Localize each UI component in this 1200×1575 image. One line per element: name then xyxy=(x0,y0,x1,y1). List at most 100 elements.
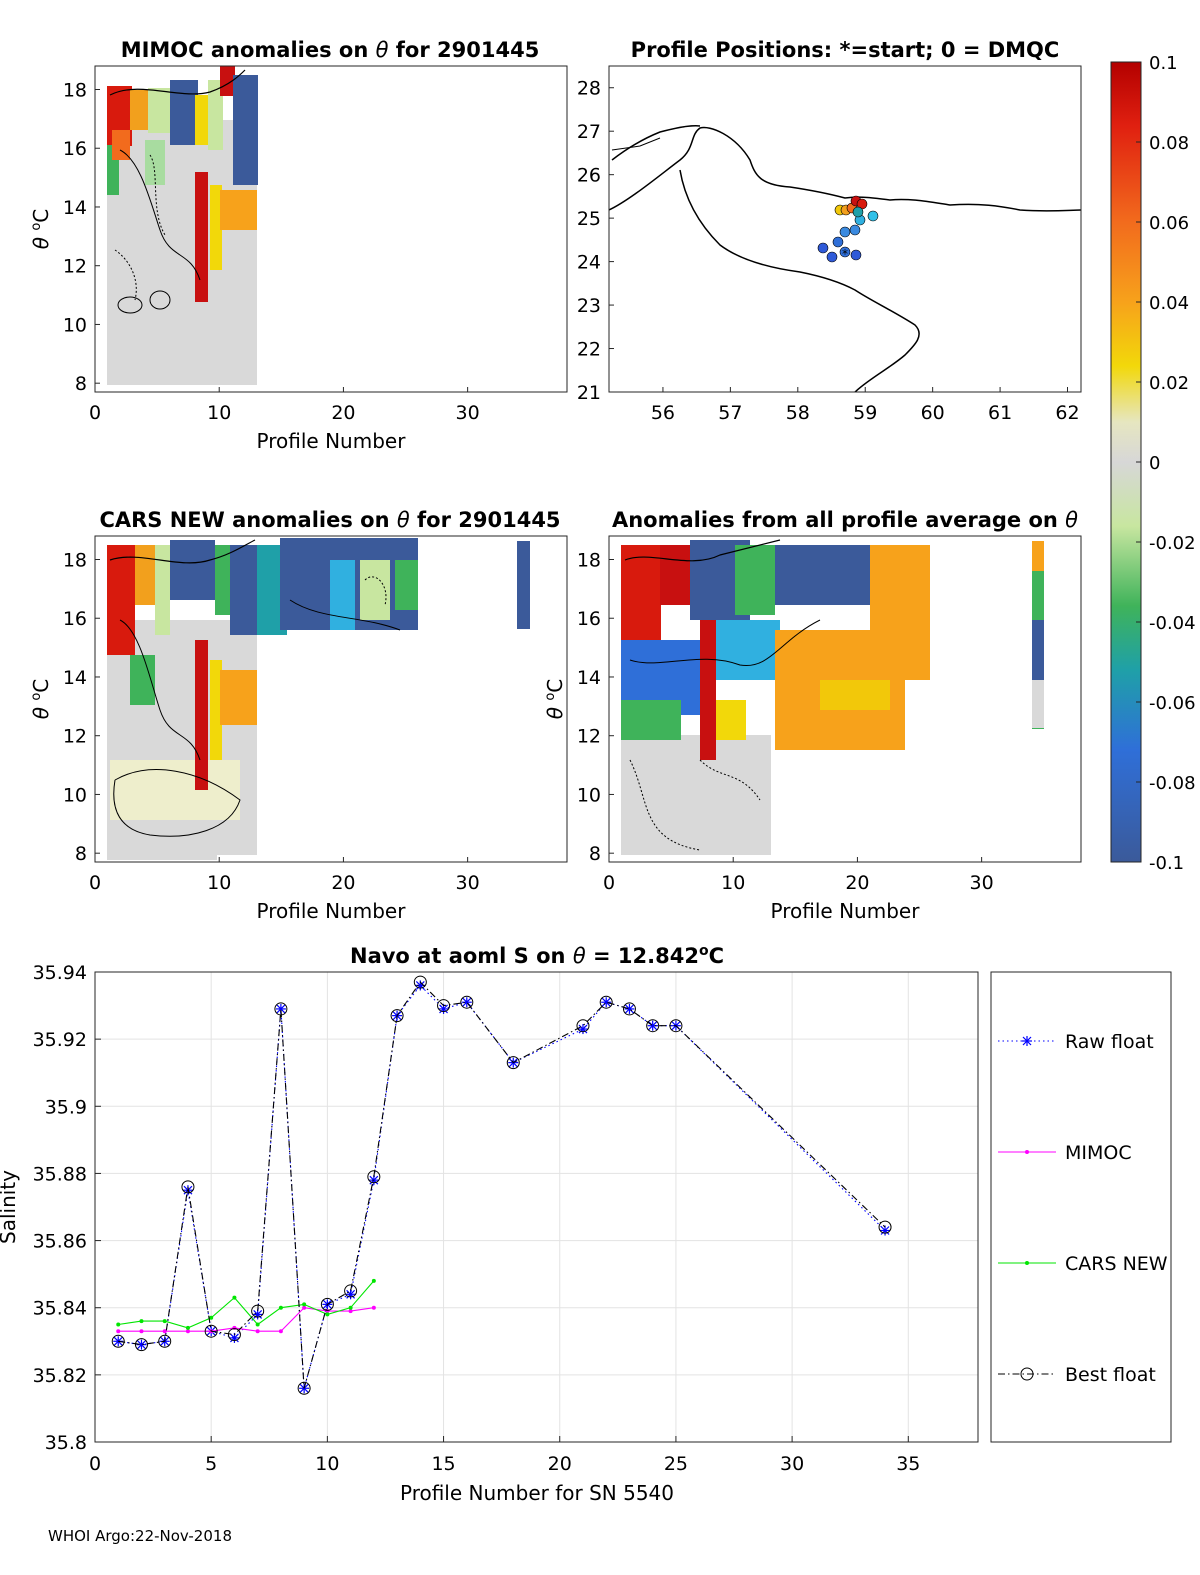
series-mimoc xyxy=(116,1305,376,1334)
colorbar-tick-label: -0.02 xyxy=(1149,533,1196,554)
colorbar-tick-label: 0.02 xyxy=(1149,373,1189,394)
positions-ytick-label: 28 xyxy=(577,78,601,100)
cars-ytick-label: 12 xyxy=(63,726,87,748)
coastline-map xyxy=(609,125,1081,392)
legend-entry-raw-float: Raw float xyxy=(998,1031,1154,1053)
point-best-float xyxy=(111,1334,125,1348)
allavg-ytick-label: 12 xyxy=(577,726,601,748)
point-mimoc xyxy=(348,1309,353,1314)
point-cars-new xyxy=(325,1312,330,1317)
salinity-series xyxy=(111,975,892,1395)
point-cars-new xyxy=(302,1302,307,1307)
colorbar-tick-label: 0.08 xyxy=(1149,133,1189,154)
colorbar-tick-label: -0.06 xyxy=(1149,693,1196,714)
positions-ytick-label: 24 xyxy=(577,252,601,274)
mimoc-ytick-label: 14 xyxy=(63,197,87,219)
mimoc-title: MIMOC anomalies on θ for 2901445 xyxy=(121,38,540,62)
cars-anomaly-field xyxy=(107,538,530,860)
point-cars-new xyxy=(255,1322,260,1327)
point-raw-float xyxy=(368,1175,379,1186)
colorbar-ticks: 0.1 0.08 0.06 0.04 0.02 0 -0.02 -0.04 -0.06 -0.08… xyxy=(1136,53,1196,874)
point-mimoc xyxy=(302,1305,307,1310)
mimoc-anomaly-field xyxy=(107,66,258,385)
point-raw-float xyxy=(647,1020,658,1031)
salinity-grid xyxy=(94,971,978,1443)
positions-xtick-label: 56 xyxy=(651,402,675,424)
salinity-xtick-label: 30 xyxy=(780,1453,804,1475)
cars-xtick-label: 0 xyxy=(89,872,101,894)
positions-axes-box xyxy=(608,65,1082,393)
positions-xtick-label: 58 xyxy=(786,402,810,424)
point-cars-new xyxy=(278,1305,283,1310)
point-best-float xyxy=(506,1056,520,1070)
mimoc-xtick-label: 20 xyxy=(331,402,355,424)
cars-ytick-label: 16 xyxy=(63,608,87,630)
point-mimoc xyxy=(162,1329,167,1334)
cars-xtick-label: 10 xyxy=(207,872,231,894)
allavg-ylabel: θ oC xyxy=(543,679,567,720)
colorbar-tick-label: 0.04 xyxy=(1149,293,1189,314)
colorbar-tick-label: -0.1 xyxy=(1149,853,1184,874)
positions-panel: * Profile Positions: *=start; 0 = DMQC 5… xyxy=(577,38,1082,424)
positions-ytick-label: 26 xyxy=(577,165,601,187)
point-best-float xyxy=(367,1170,381,1184)
point-best-float xyxy=(227,1328,241,1342)
point-best-float xyxy=(437,999,451,1013)
point-raw-float xyxy=(252,1309,263,1320)
cars-axes-box xyxy=(94,535,568,863)
colorbar-tick-label: 0.06 xyxy=(1149,213,1189,234)
cars-xlabel: Profile Number xyxy=(257,899,407,923)
positions-ytick-label: 22 xyxy=(577,339,601,361)
positions-ytick-label: 27 xyxy=(577,121,601,143)
point-best-float xyxy=(599,995,613,1009)
point-mimoc xyxy=(185,1329,190,1334)
allavg-y-ticks: 8 10 12 14 16 18 xyxy=(577,549,614,865)
point-raw-float xyxy=(345,1289,356,1300)
salinity-axes-box xyxy=(94,971,979,1443)
salinity-ytick-label: 35.92 xyxy=(33,1029,87,1051)
point-best-float xyxy=(251,1304,265,1318)
point-best-float xyxy=(344,1284,358,1298)
salinity-xtick-label: 25 xyxy=(664,1453,688,1475)
colorbar-tick-label: 0 xyxy=(1149,453,1160,474)
salinity-ytick-label: 35.88 xyxy=(33,1163,87,1185)
salinity-xtick-label: 5 xyxy=(205,1453,217,1475)
profile-position-markers: * xyxy=(817,195,879,263)
series-cars-new xyxy=(116,1278,376,1330)
series-line-mimoc xyxy=(118,1307,374,1332)
salinity-xtick-label: 15 xyxy=(431,1453,455,1475)
allavg-ytick-label: 14 xyxy=(577,667,601,689)
salinity-title: Navo at aoml S on θ = 12.842oC xyxy=(350,943,724,968)
allavg-panel: Anomalies from all profile average on θ … xyxy=(543,508,1082,923)
mimoc-ytick-label: 10 xyxy=(63,314,87,336)
point-best-float xyxy=(204,1324,218,1338)
legend-label-best-float: Best float xyxy=(1065,1364,1156,1386)
salinity-x-ticks: 0 5 10 15 20 25 30 35 xyxy=(89,1436,920,1475)
mimoc-xtick-label: 10 xyxy=(207,402,231,424)
point-raw-float xyxy=(601,997,612,1008)
legend-marker-raw-float xyxy=(1022,1036,1032,1046)
salinity-ytick-label: 35.9 xyxy=(45,1096,87,1118)
svg-text:*: * xyxy=(842,247,848,261)
cars-ytick-label: 14 xyxy=(63,667,87,689)
allavg-anomaly-field xyxy=(621,539,1044,855)
allavg-title: Anomalies from all profile average on θ xyxy=(612,508,1078,532)
salinity-xtick-label: 20 xyxy=(548,1453,572,1475)
point-mimoc xyxy=(139,1329,144,1334)
allavg-ytick-label: 10 xyxy=(577,784,601,806)
legend-entry-best-float: Best float xyxy=(998,1364,1156,1386)
positions-x-ticks: 56 57 58 59 60 61 62 xyxy=(651,387,1080,424)
footer-credit: WHOI Argo:22-Nov-2018 xyxy=(48,1527,232,1545)
allavg-x-ticks: 0 10 20 30 xyxy=(603,857,994,894)
mimoc-ytick-label: 8 xyxy=(75,373,87,395)
allavg-xlabel: Profile Number xyxy=(771,899,921,923)
cars-ytick-label: 8 xyxy=(75,843,87,865)
colorbar: 0.1 0.08 0.06 0.04 0.02 0 -0.02 -0.04 -0.06 -0.08… xyxy=(1110,53,1196,874)
point-raw-float xyxy=(880,1225,891,1236)
point-best-float xyxy=(134,1338,148,1352)
salinity-ytick-label: 35.94 xyxy=(33,962,87,984)
allavg-xtick-label: 30 xyxy=(970,872,994,894)
salinity-y-ticks: 35.8 35.82 35.84 35.86 35.88 35.9 35.92 35.94 xyxy=(33,962,101,1454)
positions-ytick-label: 23 xyxy=(577,295,601,317)
point-best-float xyxy=(297,1381,311,1395)
